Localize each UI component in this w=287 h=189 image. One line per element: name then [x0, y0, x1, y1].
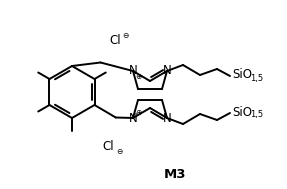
- Text: SiO: SiO: [232, 68, 252, 81]
- Text: 1,5: 1,5: [250, 111, 263, 119]
- Text: ⊕: ⊕: [135, 72, 141, 81]
- Text: N: N: [129, 64, 137, 77]
- Text: ⊖: ⊖: [116, 146, 122, 156]
- Text: Cl: Cl: [102, 139, 114, 153]
- Text: N: N: [163, 112, 171, 125]
- Text: N: N: [129, 112, 137, 125]
- Text: SiO: SiO: [232, 105, 252, 119]
- Text: 1,5: 1,5: [250, 74, 263, 83]
- Text: ⊖: ⊖: [122, 32, 129, 40]
- Text: N: N: [163, 64, 171, 77]
- Text: M3: M3: [164, 167, 186, 180]
- Text: ⊕: ⊕: [135, 108, 141, 117]
- Text: Cl: Cl: [109, 35, 121, 47]
